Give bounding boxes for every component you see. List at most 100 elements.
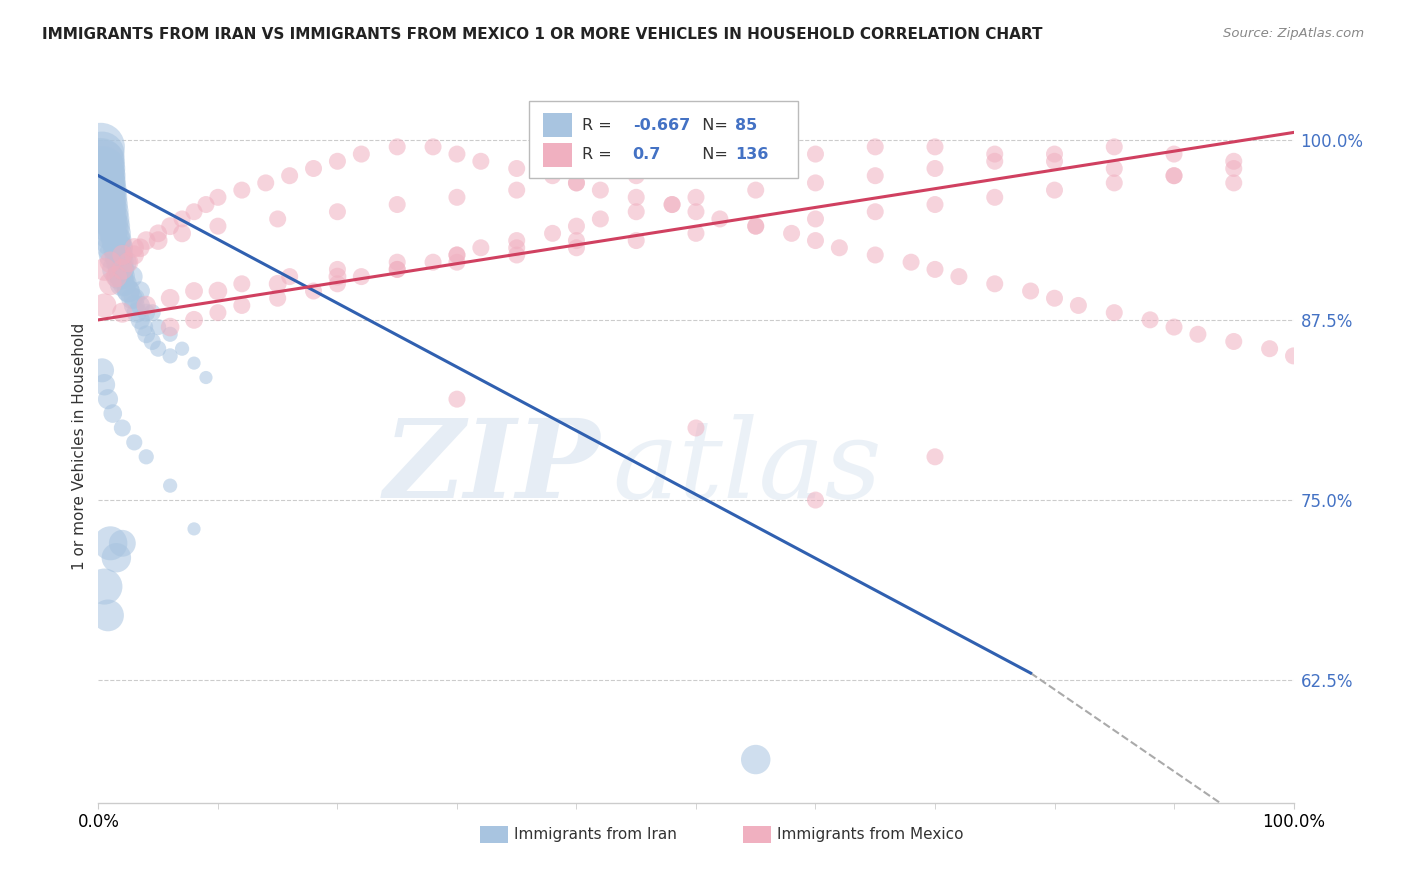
Text: 85: 85	[735, 118, 758, 133]
Point	[685, 161, 707, 176]
Point	[1163, 147, 1185, 161]
Point	[267, 211, 290, 226]
Point	[93, 190, 115, 204]
Text: R =: R =	[582, 147, 617, 162]
Point	[254, 176, 277, 190]
Point	[804, 211, 827, 226]
Point	[98, 204, 121, 219]
Point	[111, 248, 134, 262]
Point	[1104, 140, 1126, 154]
Point	[565, 176, 588, 190]
Point	[159, 349, 181, 363]
Point	[780, 227, 803, 241]
Point	[183, 204, 205, 219]
Text: Source: ZipAtlas.com: Source: ZipAtlas.com	[1223, 27, 1364, 40]
Point	[326, 269, 349, 284]
Point	[195, 370, 218, 384]
Point	[183, 522, 205, 536]
Point	[105, 262, 128, 277]
Point	[93, 161, 115, 176]
Point	[159, 478, 181, 492]
Point	[96, 204, 118, 219]
Point	[90, 169, 112, 183]
Point	[685, 204, 707, 219]
Point	[506, 161, 529, 176]
Point	[105, 269, 128, 284]
Text: N=: N=	[692, 147, 728, 162]
Point	[125, 306, 148, 320]
Point	[446, 190, 468, 204]
Point	[135, 327, 157, 342]
Point	[709, 211, 731, 226]
Point	[124, 291, 146, 305]
Point	[124, 435, 146, 450]
Point	[565, 241, 588, 255]
Text: Immigrants from Mexico: Immigrants from Mexico	[778, 827, 963, 842]
Point	[93, 176, 115, 190]
Point	[326, 204, 349, 219]
Point	[94, 169, 117, 183]
Point	[97, 392, 120, 406]
Point	[804, 147, 827, 161]
Point	[326, 262, 349, 277]
Point	[506, 241, 529, 255]
Point	[278, 169, 301, 183]
Point	[111, 536, 134, 550]
Point	[98, 255, 122, 269]
Point	[111, 277, 134, 291]
Point	[385, 262, 409, 277]
Point	[626, 204, 648, 219]
Point	[1104, 161, 1126, 176]
Point	[159, 320, 181, 334]
Text: N=: N=	[692, 118, 728, 133]
Point	[541, 227, 564, 241]
Text: 0.7: 0.7	[633, 147, 661, 162]
Point	[135, 450, 157, 464]
Point	[470, 241, 492, 255]
Point	[446, 248, 468, 262]
Point	[148, 234, 170, 248]
Point	[103, 219, 125, 234]
Point	[1163, 320, 1185, 334]
Point	[626, 190, 648, 204]
Point	[984, 147, 1007, 161]
Point	[1258, 342, 1281, 356]
Point	[1187, 327, 1209, 342]
Point	[1223, 154, 1246, 169]
Point	[124, 298, 146, 312]
Point	[745, 219, 768, 234]
Point	[94, 183, 117, 197]
Point	[924, 140, 946, 154]
Point	[565, 234, 588, 248]
Point	[589, 183, 612, 197]
Point	[865, 248, 887, 262]
FancyBboxPatch shape	[543, 143, 572, 167]
Point	[114, 277, 136, 291]
Point	[97, 183, 120, 197]
Point	[108, 269, 131, 284]
Point	[97, 197, 120, 211]
Point	[1163, 169, 1185, 183]
Point	[90, 154, 112, 169]
Point	[100, 204, 122, 219]
Point	[446, 392, 468, 406]
Point	[98, 211, 122, 226]
Y-axis label: 1 or more Vehicles in Household: 1 or more Vehicles in Household	[72, 322, 87, 570]
Point	[865, 204, 887, 219]
FancyBboxPatch shape	[479, 826, 509, 843]
Point	[100, 234, 122, 248]
Point	[565, 176, 588, 190]
Point	[91, 183, 114, 197]
Point	[96, 176, 118, 190]
Point	[117, 284, 139, 298]
Point	[745, 219, 768, 234]
Point	[804, 176, 827, 190]
Point	[110, 262, 132, 277]
Point	[1223, 334, 1246, 349]
Point	[132, 320, 155, 334]
Point	[141, 334, 163, 349]
Point	[172, 211, 194, 226]
Point	[446, 147, 468, 161]
Point	[94, 197, 117, 211]
Point	[108, 255, 131, 269]
